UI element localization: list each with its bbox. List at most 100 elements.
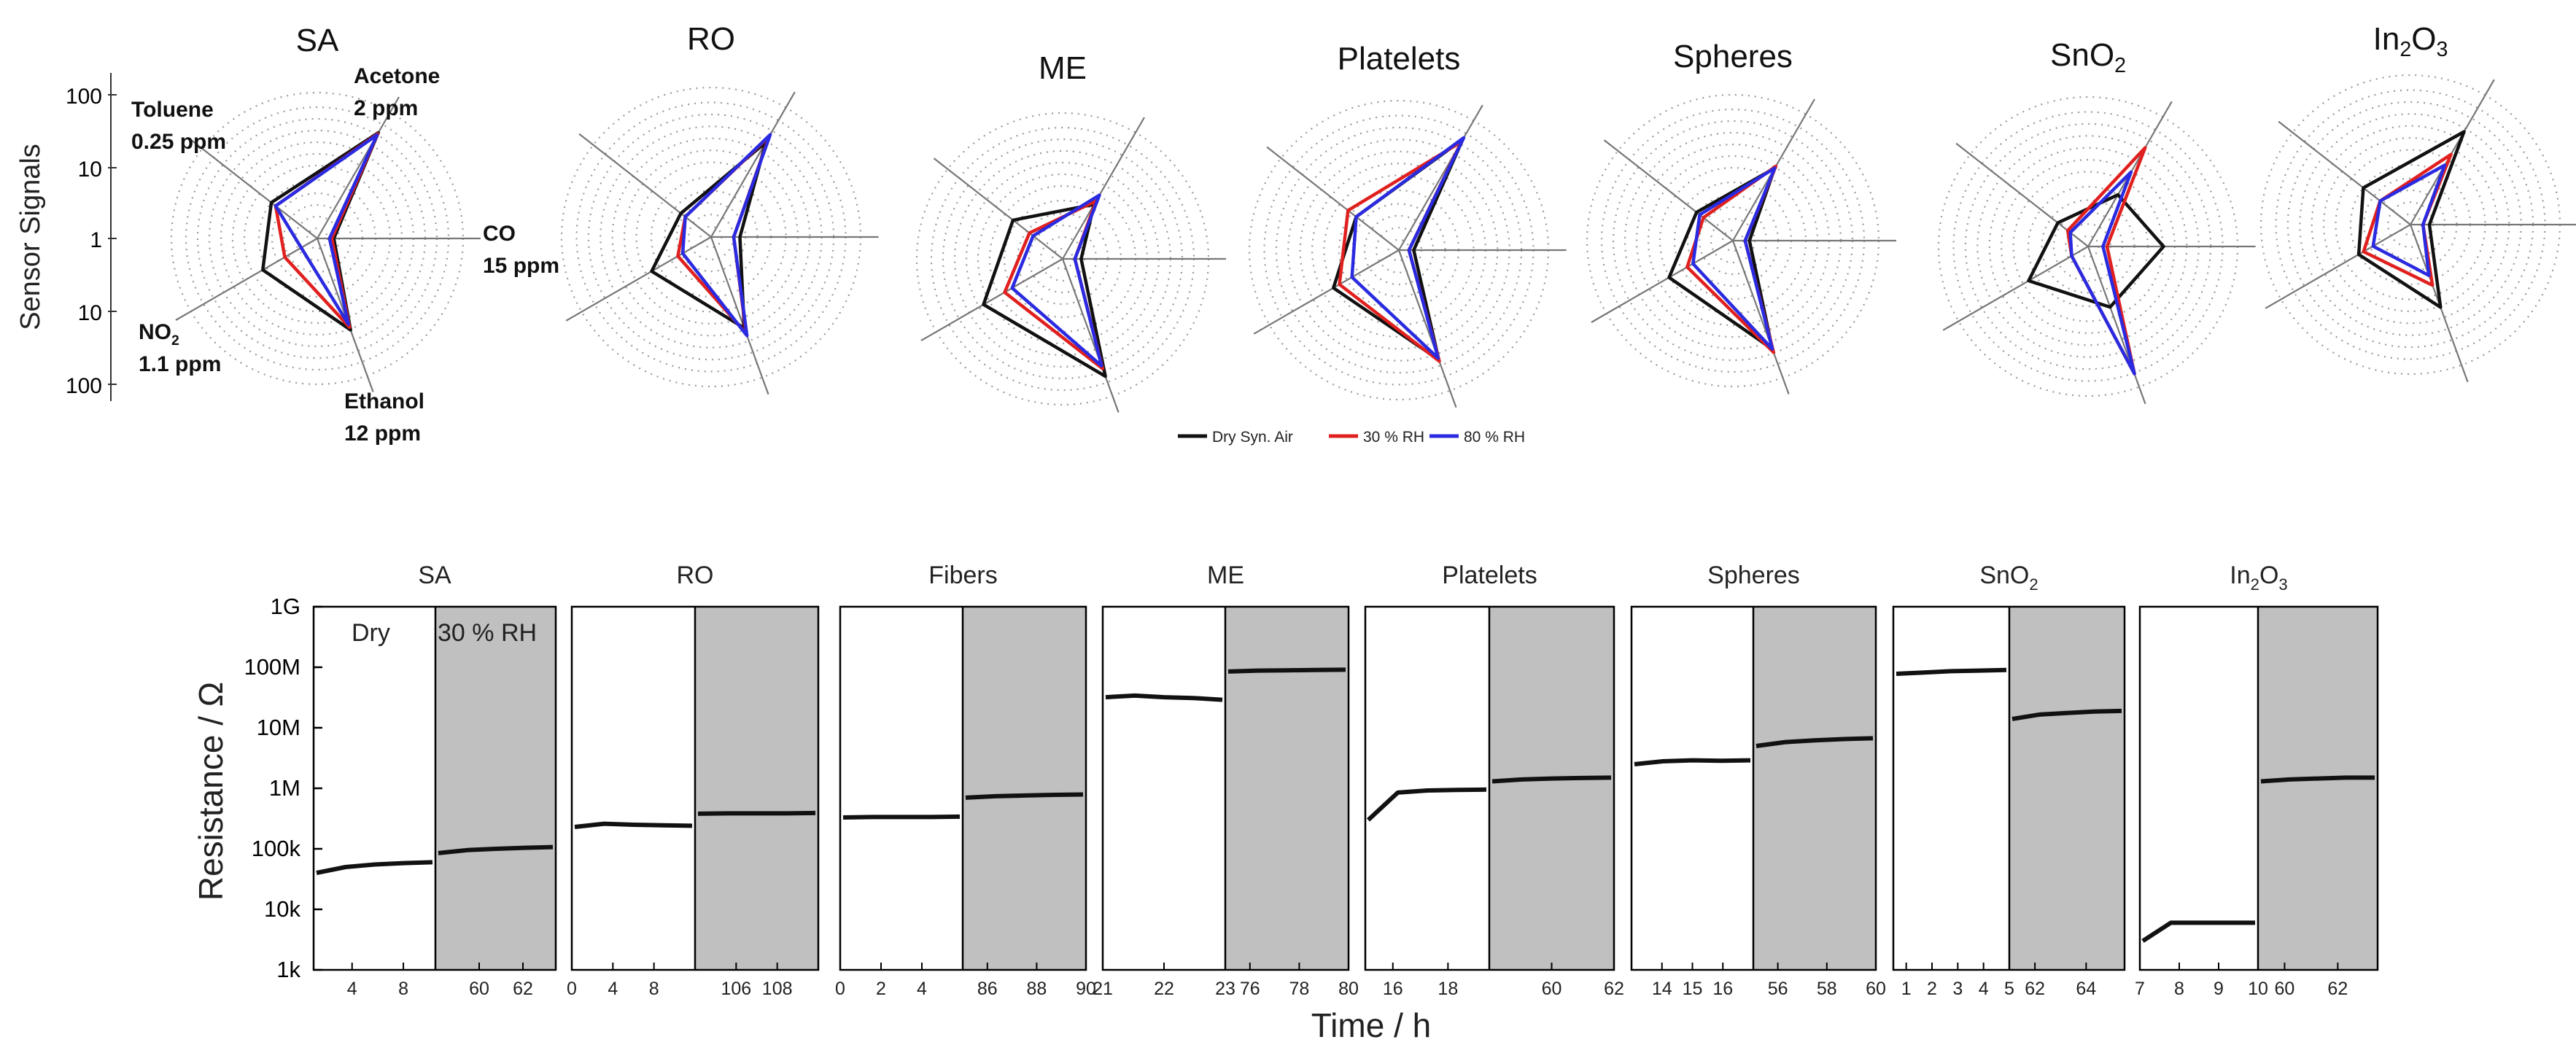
resistance-trace-humid — [1756, 736, 1874, 748]
radar-series-rh80 — [1691, 166, 1777, 351]
radar-axis-conc-label: 0.25 ppm — [131, 130, 226, 154]
radar-panel: Spheres — [1586, 39, 1896, 395]
resistance-panel: 0 4 8 106 108 RO — [567, 562, 820, 999]
x-tick-label: 86 — [977, 979, 998, 999]
x-tick-label: 2 — [1927, 979, 1937, 999]
x-tick-label: 60 — [1866, 979, 1886, 999]
radar-axis-gas-label: Acetone — [354, 64, 440, 88]
radar-axis-spoke — [317, 96, 400, 239]
radar-scale-tick: 100 — [66, 374, 102, 398]
radar-series-dry — [1667, 166, 1777, 351]
radar-axis-spoke — [1603, 139, 1734, 241]
radar-axis-spoke — [710, 91, 796, 238]
resistance-panel: 21 22 23 76 78 80 ME — [1093, 562, 1359, 999]
radar-axis-conc-label: 12 ppm — [344, 421, 421, 446]
x-tick-label: 4 — [1979, 979, 1989, 999]
radar-axis-gas-label: NO2 — [139, 320, 179, 349]
y-tick-label: 100M — [244, 654, 300, 680]
radar-axis-spoke — [1731, 240, 1790, 395]
x-tick-label: 23 — [1215, 979, 1235, 999]
x-tick-label: 5 — [2004, 979, 2014, 999]
radar-axis-conc-label: 2 ppm — [354, 96, 418, 120]
radar-axis-conc-label: 15 ppm — [483, 254, 559, 278]
radar-panel-title: In2O3 — [2373, 21, 2448, 61]
radar-axis-spoke — [933, 158, 1063, 260]
resistance-panel: 0 2 4 86 88 90 Fibers — [835, 562, 1096, 999]
radar-axis-spoke — [920, 258, 1063, 341]
y-tick-label: 100k — [252, 836, 301, 861]
x-tick-label: 9 — [2214, 979, 2224, 999]
radar-panel: RO — [560, 21, 879, 395]
resistance-trace-humid — [2011, 708, 2122, 721]
resistance-panel-title: SA — [418, 562, 451, 589]
x-tick-label: 8 — [398, 979, 408, 999]
x-tick-label: 7 — [2135, 979, 2145, 999]
radar-panel: SnO2 — [1937, 37, 2256, 405]
x-tick-label: 106 — [721, 979, 751, 999]
radar-axis-gas-label: Ethanol — [344, 389, 424, 413]
resistance-panel-title: Spheres — [1707, 562, 1800, 589]
y-tick-label: 10M — [257, 715, 300, 740]
x-tick-label: 60 — [1542, 979, 1562, 999]
radar-axis-spoke — [2278, 120, 2411, 225]
resistance-trace-dry — [2141, 920, 2255, 943]
radar-panel-title: ME — [1039, 50, 1087, 86]
radar-series-rh80 — [273, 133, 379, 326]
x-tick-label: 15 — [1683, 979, 1703, 999]
radar-series-rh80 — [1350, 136, 1466, 360]
radar-scale-tick: 10 — [78, 301, 102, 325]
x-tick-label: 0 — [567, 979, 577, 999]
x-tick-label: 56 — [1768, 979, 1788, 999]
humid-region — [2258, 607, 2378, 970]
resistance-panel-title: Platelets — [1442, 562, 1537, 589]
radar-ylabel: Sensor Signals — [15, 144, 46, 330]
radar-axis-gas-label: Toluene — [131, 98, 214, 122]
x-tick-label: 22 — [1154, 979, 1174, 999]
resistance-yticks: 1G 100M 10M 1M 100k 10k 1k — [244, 594, 300, 982]
radar-axis-spoke — [1955, 142, 2089, 247]
resistance-panel: 1 2 3 4 5 62 64 SnO2 — [1892, 562, 2126, 999]
x-tick-label: 1 — [1901, 979, 1912, 999]
x-tick-label: 8 — [2174, 979, 2184, 999]
humid-region — [695, 607, 818, 970]
radar-series-rh80 — [1010, 193, 1103, 368]
legend-label-dry: Dry Syn. Air — [1212, 429, 1293, 446]
resistance-trace-humid — [438, 844, 554, 855]
x-tick-label: 18 — [1438, 979, 1458, 999]
radar-panel: SA — [170, 23, 481, 392]
radar-axis-spoke — [175, 238, 318, 321]
radar-axis-spoke — [2265, 224, 2411, 309]
resistance-trace-humid — [965, 792, 1084, 800]
x-tick-label: 62 — [2025, 979, 2045, 999]
radar-panel-title: SnO2 — [2050, 37, 2126, 77]
humid-region — [435, 607, 556, 970]
resistance-xlabel: Time / h — [1311, 1006, 1431, 1044]
radar-axis-spoke — [1266, 146, 1400, 251]
humid-region — [2009, 607, 2125, 970]
radar-panel-title: Platelets — [1338, 41, 1461, 77]
x-tick-label: 80 — [1338, 979, 1359, 999]
resistance-panel-title: ME — [1207, 562, 1244, 589]
radar-series-rh80 — [680, 133, 772, 338]
radar-axis-spoke — [187, 137, 318, 239]
x-tick-label: 2 — [876, 979, 886, 999]
resistance-trace-dry — [574, 821, 693, 829]
radar-axis-spoke — [1253, 249, 1400, 335]
x-tick-label: 8 — [649, 979, 659, 999]
x-tick-label: 88 — [1026, 979, 1047, 999]
x-tick-label: 90 — [1076, 979, 1096, 999]
radar-axis-spoke — [1397, 249, 1457, 408]
radar-panel-title: Spheres — [1673, 39, 1793, 74]
radar-legend: Dry Syn. Air 30 % RH 80 % RH — [1178, 429, 1525, 446]
resistance-panel-title: Fibers — [928, 562, 997, 589]
radar-axis-spoke — [1062, 117, 1145, 260]
x-tick-label: 10 — [2248, 979, 2268, 999]
resistance-trace-dry — [316, 860, 433, 875]
radar-scale-tick: 1 — [90, 228, 102, 252]
radar-scale-tick: 100 — [66, 85, 102, 109]
y-tick-label: 1M — [269, 775, 300, 801]
x-tick-label: 62 — [1604, 979, 1624, 999]
radar-scale-tick: 10 — [78, 158, 102, 182]
resistance-panel: 16 18 60 62 Platelets — [1364, 562, 1624, 999]
